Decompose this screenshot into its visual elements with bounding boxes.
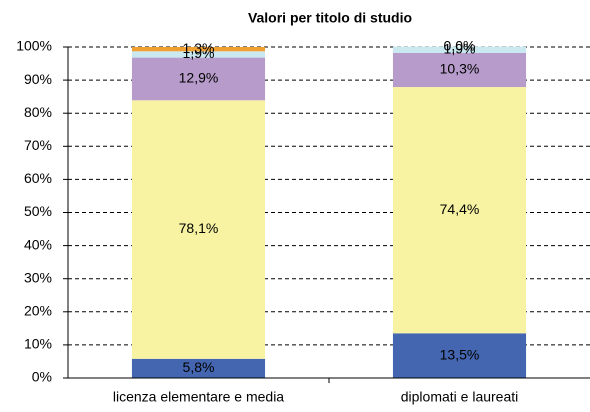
y-tick-label: 80% [24,104,52,120]
y-tick-label: 10% [24,336,52,352]
bar-segment [131,51,266,58]
bar-segment [131,47,266,52]
bar-segment [131,100,266,359]
x-tick-label: licenza elementare e media [113,389,284,405]
y-tick-label: 20% [24,303,52,319]
y-tick-label: 40% [24,236,52,252]
bar-segment [131,57,266,101]
bar-segment [392,46,527,53]
y-tick-label: 70% [24,137,52,153]
data-label: 12,9% [179,70,219,86]
data-label: 13,5% [440,346,480,362]
y-tick-label: 50% [24,203,52,219]
y-tick-label: 60% [24,170,52,186]
bar-segment [131,358,266,378]
data-label: 74,4% [440,201,480,217]
data-label: 0,0% [444,37,476,53]
data-label: 1,9% [444,41,476,57]
chart-title: Valori per titolo di studio [248,10,412,26]
data-label: 10,3% [440,61,480,77]
y-tick-label: 30% [24,269,52,285]
bar-segment [392,87,527,334]
bar-segment [392,333,527,378]
y-tick-label: 0% [32,369,52,385]
x-tick-label: diplomati e laureati [401,389,519,405]
data-label: 1,3% [183,40,215,56]
y-tick-label: 100% [16,38,52,54]
bar-segment [392,52,527,88]
y-tick-label: 90% [24,71,52,87]
data-label: 5,8% [183,359,215,375]
data-label: 78,1% [179,220,219,236]
